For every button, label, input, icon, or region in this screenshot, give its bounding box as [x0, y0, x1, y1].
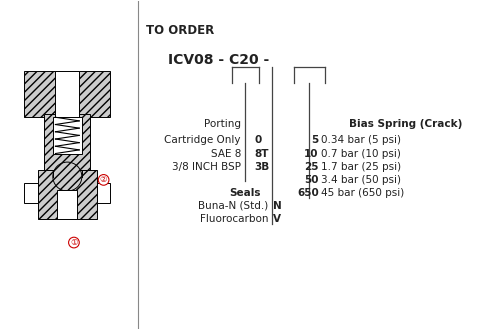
Text: 45 bar (650 psi): 45 bar (650 psi) — [321, 188, 405, 198]
Text: 10: 10 — [304, 148, 319, 158]
Text: 5: 5 — [312, 135, 319, 146]
Text: 8T: 8T — [254, 148, 269, 158]
Text: TO ORDER: TO ORDER — [146, 24, 215, 37]
Text: 3B: 3B — [254, 162, 270, 172]
Text: Cartridge Only: Cartridge Only — [164, 135, 241, 146]
Text: ICV08 - C20 -: ICV08 - C20 - — [168, 53, 270, 67]
Text: 50: 50 — [304, 175, 319, 185]
Text: Bias Spring (Crack): Bias Spring (Crack) — [349, 119, 462, 129]
Text: V: V — [272, 214, 281, 224]
Text: SAE 8: SAE 8 — [211, 148, 241, 158]
Text: Buna-N (Std.): Buna-N (Std.) — [198, 201, 269, 211]
Text: 3.4 bar (50 psi): 3.4 bar (50 psi) — [321, 175, 402, 185]
Text: Porting: Porting — [204, 119, 241, 129]
Text: 650: 650 — [297, 188, 319, 198]
Text: 0.34 bar (5 psi): 0.34 bar (5 psi) — [321, 135, 402, 146]
Text: 25: 25 — [304, 162, 319, 172]
Text: 1.7 bar (25 psi): 1.7 bar (25 psi) — [321, 162, 402, 172]
Text: N: N — [272, 201, 282, 211]
Text: Seals: Seals — [229, 188, 261, 198]
Text: 0.7 bar (10 psi): 0.7 bar (10 psi) — [321, 148, 402, 158]
Text: Fluorocarbon: Fluorocarbon — [200, 214, 269, 224]
Text: 0: 0 — [254, 135, 261, 146]
Text: 3/8 INCH BSP: 3/8 INCH BSP — [172, 162, 241, 172]
